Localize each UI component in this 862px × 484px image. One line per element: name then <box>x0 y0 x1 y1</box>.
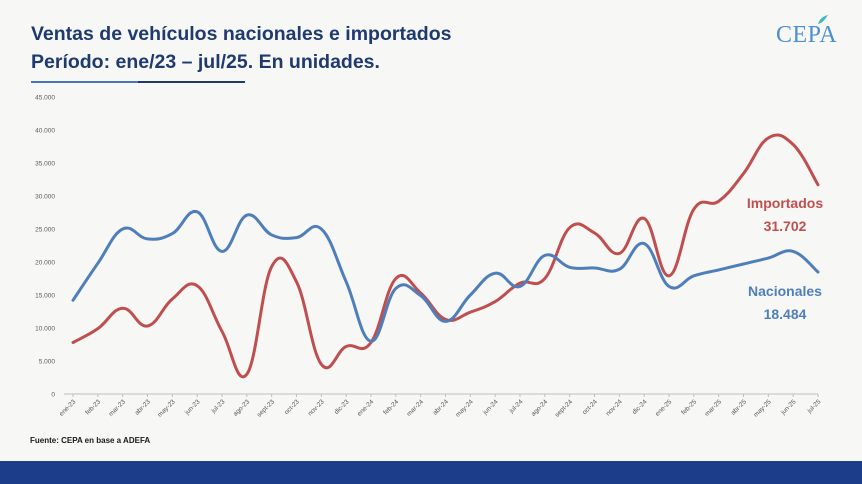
x-tick-label: jul-24 <box>508 398 525 415</box>
x-tick-label: oct-23 <box>283 398 301 416</box>
series-end-value-nacionales: 18.484 <box>764 306 807 322</box>
x-tick-label: mar-23 <box>108 398 128 418</box>
x-tick-label: jun-25 <box>779 398 798 417</box>
x-tick-label: ene-23 <box>58 398 78 418</box>
x-tick-label: dic-24 <box>631 398 649 416</box>
x-tick-label: jul-23 <box>210 398 227 415</box>
x-tick-label: abr-24 <box>432 398 451 417</box>
x-tick-label: ago-24 <box>530 398 550 418</box>
chart-title: Ventas de vehículos nacionales e importa… <box>31 20 451 76</box>
x-tick-label: jun-24 <box>481 398 500 417</box>
y-tick-label: 20.000 <box>35 260 55 267</box>
x-tick-label: nov-24 <box>605 398 624 417</box>
series-line-nacionales <box>71 210 820 343</box>
series-label-importados: Importados <box>747 195 823 211</box>
title-line-1: Ventas de vehículos nacionales e importa… <box>31 23 452 45</box>
x-tick-label: sept-23 <box>256 398 277 419</box>
x-tick-label: may-23 <box>156 398 177 419</box>
x-tick-label: mar-25 <box>704 398 724 418</box>
x-tick-label: sept-24 <box>554 398 575 419</box>
y-tick-label: 40.000 <box>35 128 55 135</box>
x-tick-label: abr-25 <box>730 398 749 417</box>
title-line-2: Período: ene/23 – jul/25. En unidades. <box>31 51 380 73</box>
x-tick-label: feb-24 <box>382 398 400 416</box>
y-tick-label: 0 <box>51 392 55 399</box>
y-tick-label: 45.000 <box>35 95 55 102</box>
x-tick-label: ene-25 <box>654 398 674 418</box>
y-tick-label: 10.000 <box>35 326 55 333</box>
x-tick-label: mar-24 <box>406 398 426 418</box>
series-end-value-importados: 31.702 <box>764 218 807 234</box>
x-tick-label: may-24 <box>454 398 475 419</box>
y-tick-label: 35.000 <box>35 161 55 168</box>
logo-bird-icon <box>818 15 828 24</box>
footer-bar <box>0 461 862 484</box>
x-tick-label: abr-23 <box>134 398 153 417</box>
x-tick-label: feb-23 <box>84 398 102 416</box>
title-underline <box>31 81 245 83</box>
x-tick-label: dic-23 <box>333 398 351 416</box>
y-tick-label: 5.000 <box>39 359 56 366</box>
x-tick-label: jun-23 <box>183 398 202 417</box>
y-tick-label: 15.000 <box>35 293 55 300</box>
x-tick-label: oct-24 <box>581 398 599 416</box>
x-tick-label: ago-23 <box>232 398 252 418</box>
x-tick-label: may-25 <box>752 398 773 419</box>
x-tick-label: ene-24 <box>356 398 376 418</box>
series-label-nacionales: Nacionales <box>748 283 822 299</box>
series-line-importados <box>71 133 820 379</box>
source-note: Fuente: CEPA en base a ADEFA <box>30 436 151 445</box>
x-tick-label: jul-25 <box>806 398 823 415</box>
y-tick-label: 25.000 <box>35 227 55 234</box>
x-tick-label: nov-23 <box>307 398 326 417</box>
y-tick-label: 30.000 <box>35 194 55 201</box>
x-tick-label: feb-25 <box>680 398 698 416</box>
cepa-logo: CEPA <box>776 22 838 48</box>
